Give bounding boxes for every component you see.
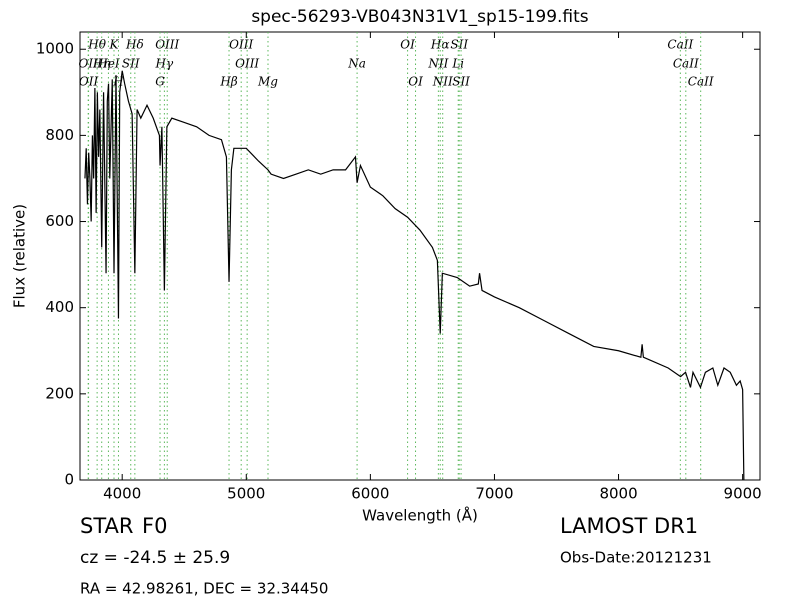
spectral-line-label: OIII	[229, 38, 253, 52]
y-tick-label: 200	[45, 384, 74, 402]
spectral-line-label: H	[112, 75, 124, 89]
survey: LAMOST DR1	[560, 514, 698, 538]
y-tick-label: 1000	[36, 40, 74, 58]
chart-title: spec-56293-VB043N31V1_sp15-199.fits	[251, 7, 588, 27]
x-tick-label: 7000	[475, 485, 513, 503]
y-tick-label: 800	[45, 126, 74, 144]
spectral-line-label: OIII	[155, 38, 179, 52]
y-tick-label: 400	[45, 298, 74, 316]
x-tick-label: 9000	[724, 485, 762, 503]
spectral-line-label: CaII	[688, 75, 714, 89]
y-tick-label: 600	[45, 212, 74, 230]
y-tick-label: 0	[64, 471, 74, 489]
class: STAR	[80, 514, 133, 538]
spectral-line-label: Hη	[92, 57, 111, 71]
subclass: F0	[142, 514, 167, 538]
spectral-line-label: NII	[427, 57, 448, 71]
x-tick-label: 4000	[103, 485, 141, 503]
spectral-line-label: Hβ	[219, 75, 237, 89]
x-tick-label: 6000	[351, 485, 389, 503]
plot-frame	[79, 31, 761, 481]
redshift: cz = -24.5 ± 25.9	[80, 548, 230, 568]
spectral-line-label: OI	[408, 75, 423, 89]
x-tick-label: 5000	[227, 485, 265, 503]
spectrum-line	[84, 70, 745, 481]
spectral-line-label: Li	[451, 57, 464, 71]
spectral-line-label: CaII	[667, 38, 693, 52]
spectral-line-label: Hδ	[125, 38, 144, 52]
spectral-line-label: Na	[347, 57, 366, 71]
obs-date: Obs-Date:20121231	[560, 549, 712, 567]
spectral-line-label: SII	[122, 57, 140, 71]
spectral-line-label: Hα	[430, 38, 450, 52]
spectral-line-label: G	[155, 75, 165, 89]
x-tick-label: 8000	[599, 485, 637, 503]
spectral-line-label: K	[109, 38, 120, 52]
spectral-line-label: Hγ	[155, 57, 174, 71]
spectral-line-label: SII	[452, 75, 470, 89]
spectral-line-label: OI	[400, 38, 415, 52]
spectral-line-label: CaII	[673, 57, 699, 71]
spectral-line-label: OIII	[235, 57, 259, 71]
x-axis-label: Wavelength (Å)	[362, 506, 478, 525]
y-axis-label: Flux (relative)	[11, 204, 29, 308]
spectral-line-label: OII	[79, 75, 99, 89]
coords: RA = 42.98261, DEC = 32.34450	[80, 580, 328, 598]
spectral-line-label: Mg	[257, 75, 278, 89]
spectral-line-label: HeI	[96, 57, 120, 71]
spectral-line-label: Hθ	[87, 38, 106, 52]
spectral-line-label: NII	[432, 75, 453, 89]
spectral-line-label: SII	[450, 38, 468, 52]
